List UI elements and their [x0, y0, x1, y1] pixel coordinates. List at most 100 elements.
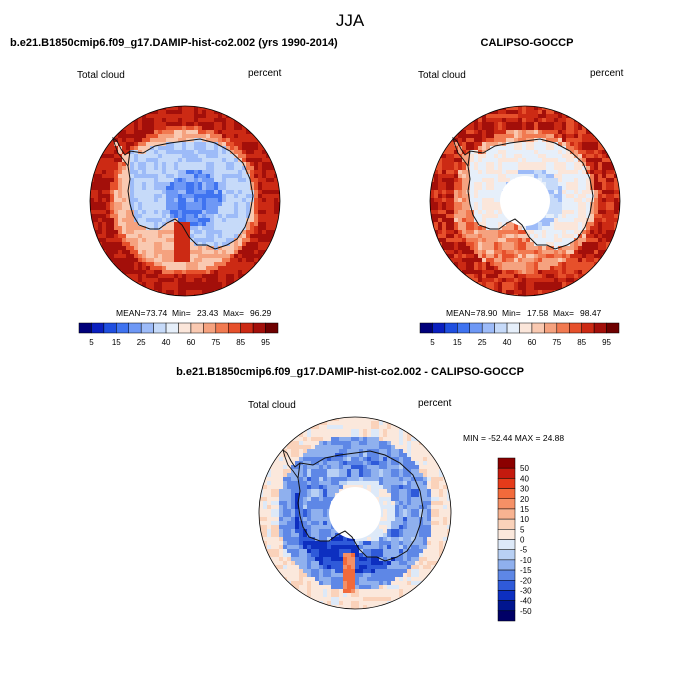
- map-cell: [494, 122, 499, 127]
- map-cell: [162, 210, 167, 215]
- map-cell: [387, 497, 392, 502]
- panel-obs-units: percent: [590, 68, 624, 79]
- map-cell: [395, 485, 400, 490]
- map-cell: [178, 294, 183, 296]
- map-cell: [391, 473, 396, 478]
- map-cell: [202, 158, 207, 163]
- map-cell: [266, 190, 271, 195]
- map-cell: [558, 122, 563, 127]
- map-cell: [158, 114, 163, 119]
- map-cell: [542, 166, 547, 171]
- map-cell: [331, 437, 336, 442]
- map-cell: [462, 130, 467, 135]
- map-cell: [510, 154, 515, 159]
- map-cell: [102, 190, 107, 195]
- map-cell: [323, 453, 328, 458]
- map-cell: [391, 525, 396, 530]
- map-cell: [423, 469, 428, 474]
- map-cell: [178, 114, 183, 119]
- map-cell: [594, 178, 599, 183]
- map-cell: [478, 266, 483, 271]
- map-cell: [447, 505, 451, 510]
- map-cell: [566, 194, 571, 199]
- map-cell: [466, 242, 471, 247]
- map-cell: [170, 174, 175, 179]
- map-cell: [442, 194, 447, 199]
- map-cell: [542, 150, 547, 155]
- map-cell: [202, 174, 207, 179]
- map-cell: [210, 222, 215, 227]
- map-cell: [462, 166, 467, 171]
- map-cell: [246, 226, 251, 231]
- map-cell: [186, 262, 191, 267]
- map-cell: [319, 449, 324, 454]
- map-cell: [250, 158, 255, 163]
- map-cell: [431, 473, 436, 478]
- map-cell: [450, 242, 455, 247]
- map-cell: [387, 489, 392, 494]
- map-cell: [482, 114, 487, 119]
- map-cell: [98, 218, 103, 223]
- map-cell: [534, 226, 539, 231]
- map-cell: [202, 274, 207, 279]
- panel-model-max-label: Max=: [223, 308, 244, 318]
- map-cell: [399, 521, 404, 526]
- map-cell: [266, 198, 271, 203]
- map-cell: [162, 238, 167, 243]
- map-cell: [202, 126, 207, 131]
- map-cell: [126, 142, 131, 147]
- map-cell: [218, 122, 223, 127]
- map-cell: [598, 142, 603, 147]
- map-cell: [558, 150, 563, 155]
- map-cell: [574, 142, 579, 147]
- map-cell: [307, 473, 312, 478]
- map-cell: [530, 158, 535, 163]
- map-cell: [162, 286, 167, 291]
- map-cell: [299, 473, 304, 478]
- map-cell: [542, 278, 547, 283]
- map-cell: [182, 174, 187, 179]
- map-cell: [534, 138, 539, 143]
- map-cell: [218, 194, 223, 199]
- map-cell: [355, 433, 360, 438]
- map-cell: [190, 154, 195, 159]
- map-cell: [419, 489, 424, 494]
- map-cell: [562, 210, 567, 215]
- map-cell: [518, 266, 523, 271]
- map-cell: [110, 230, 115, 235]
- map-cell: [182, 294, 187, 296]
- map-cell: [482, 194, 487, 199]
- map-cell: [198, 278, 203, 283]
- map-cell: [450, 238, 455, 243]
- map-cell: [514, 234, 519, 239]
- map-cell: [462, 214, 467, 219]
- map-cell: [303, 457, 308, 462]
- map-cell: [438, 162, 443, 167]
- map-cell: [311, 521, 316, 526]
- map-cell: [582, 154, 587, 159]
- map-cell: [202, 270, 207, 275]
- map-cell: [430, 186, 435, 191]
- map-cell: [482, 170, 487, 175]
- map-cell: [462, 146, 467, 151]
- panel-model-mean: 73.74: [146, 308, 168, 318]
- map-cell: [518, 234, 523, 239]
- map-cell: [178, 230, 183, 235]
- map-cell: [202, 134, 207, 139]
- map-cell: [506, 170, 511, 175]
- map-cell: [566, 278, 571, 283]
- map-cell: [379, 429, 384, 434]
- map-cell: [98, 166, 103, 171]
- map-cell: [578, 258, 583, 263]
- map-cell: [174, 174, 179, 179]
- map-cell: [230, 246, 235, 251]
- map-cell: [566, 262, 571, 267]
- map-cell: [383, 429, 388, 434]
- map-cell: [434, 230, 439, 235]
- map-cell: [303, 485, 308, 490]
- map-cell: [166, 218, 171, 223]
- map-cell: [439, 489, 444, 494]
- map-cell: [323, 477, 328, 482]
- map-cell: [558, 114, 563, 119]
- map-cell: [299, 505, 304, 510]
